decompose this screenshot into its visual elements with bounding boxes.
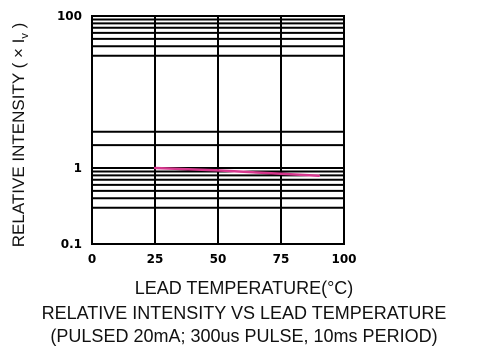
- series-line: [153, 166, 321, 178]
- vertical-gridlines: [154, 16, 282, 244]
- x-tick-label: 100: [331, 252, 356, 266]
- x-axis-label: LEAD TEMPERATURE(°C): [135, 278, 354, 298]
- y-axis-label-subscript: v: [19, 33, 31, 39]
- y-tick-label: 1: [74, 161, 82, 175]
- y-tick-label: 0.1: [61, 237, 82, 251]
- chart-subtitle: (PULSED 20mA; 300us PULSE, 10ms PERIOD): [50, 326, 437, 346]
- y-tick-label: 100: [57, 9, 82, 23]
- x-tick-label: 75: [273, 252, 290, 266]
- series-lines: [153, 166, 321, 178]
- y-tick-labels: 100 1 0.1: [57, 9, 82, 251]
- x-tick-labels: 0 25 50 75 100: [88, 252, 357, 266]
- y-axis-label: RELATIVE INTENSITY ( × Iv ): [9, 23, 31, 248]
- plot-area: [91, 15, 345, 245]
- x-tick-label: 50: [210, 252, 227, 266]
- chart-title: RELATIVE INTENSITY VS LEAD TEMPERATURE: [42, 303, 447, 323]
- x-tick-label: 25: [147, 252, 164, 266]
- x-tick-label: 0: [88, 252, 96, 266]
